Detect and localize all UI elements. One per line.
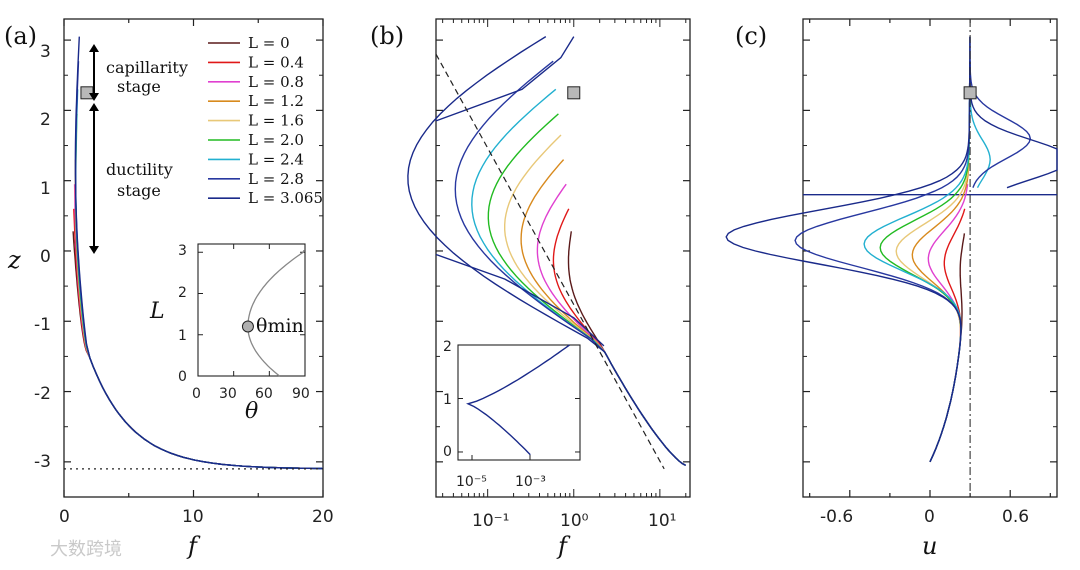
a-square-marker — [80, 86, 94, 100]
legend-label-6: L = 2.4 — [248, 150, 304, 168]
legend-label-3: L = 1.2 — [248, 92, 304, 110]
legend-label-4: L = 1.6 — [248, 112, 304, 130]
inset-b-curve — [466, 344, 570, 456]
theta-min-point — [241, 320, 254, 333]
panel-c-frame — [802, 18, 1058, 498]
a-ytick-3: 3 — [40, 42, 51, 62]
ductility-label-2: stage — [117, 181, 161, 200]
legend-label-0: L = 0 — [248, 34, 290, 52]
panel-a-xlabel: f — [186, 532, 201, 560]
panel-c-xlabel: u — [922, 532, 937, 560]
ductility-arrow-head-up — [89, 103, 99, 111]
c-bump-7 — [969, 61, 1032, 188]
a-ytick-m2: -2 — [34, 384, 51, 404]
inset-a-xtick-30: 30 — [219, 386, 237, 402]
legend-label-2: L = 0.8 — [248, 73, 304, 91]
b-inset-ytick-0: 0 — [443, 444, 452, 460]
capillarity-arrow-head-up — [89, 44, 99, 52]
c-square-marker — [963, 86, 977, 100]
inset-a-curve — [247, 250, 305, 377]
panel-a-ylabel: z — [7, 246, 21, 274]
theta-min-label: θmin — [256, 315, 304, 337]
inset-a-ytick-3: 3 — [178, 243, 187, 259]
a-xtick-0: 0 — [59, 507, 70, 527]
a-curve-L3065 — [74, 36, 323, 470]
legend-label-1: L = 0.4 — [248, 53, 304, 71]
b-inset-ytick-2: 2 — [443, 339, 452, 355]
b-xtick-10: 10¹ — [648, 511, 676, 531]
b-outer-lower — [435, 253, 605, 347]
b-xtick-1: 10⁰ — [560, 511, 589, 531]
c-xtick-m0.6: -0.6 — [820, 507, 853, 527]
legend-label-7: L = 2.8 — [248, 170, 304, 188]
b-xtick-0.1: 10⁻¹ — [472, 511, 509, 531]
a-xtick-20: 20 — [312, 507, 334, 527]
capillarity-label-2: stage — [117, 77, 161, 96]
a-ytick-m3: -3 — [34, 452, 51, 472]
watermark-text: 大数跨境 — [50, 539, 122, 560]
capillarity-label-1: capillarity — [106, 58, 188, 77]
inset-a-ylabel: L — [149, 299, 165, 324]
ductility-label-1: ductility — [106, 160, 173, 179]
a-xtick-10: 10 — [182, 507, 204, 527]
inset-b-frame — [457, 344, 581, 461]
c-curve-5 — [879, 113, 971, 463]
b-inset-xtick-1e-3: 10⁻³ — [515, 474, 546, 490]
c-xtick-0.6: 0.6 — [1002, 507, 1029, 527]
c-bump-8 — [969, 36, 1058, 189]
inset-a-ytick-0: 0 — [178, 369, 187, 385]
b-inset-ytick-1: 1 — [443, 392, 452, 408]
c-xtick-0: 0 — [924, 507, 935, 527]
legend-label-5: L = 2.0 — [248, 131, 304, 149]
capillarity-arrow-head-down — [89, 93, 99, 101]
a-ytick-0: 0 — [40, 247, 51, 267]
ductility-arrow-head-down — [89, 246, 99, 254]
a-ytick-2: 2 — [40, 110, 51, 130]
inset-a-xtick-0: 0 — [192, 386, 201, 402]
c-curve-3 — [911, 159, 970, 463]
legend-label-8: L = 3.065 — [248, 189, 323, 207]
a-ytick-m1: -1 — [34, 315, 51, 335]
panel-a-label: (a) — [4, 22, 37, 50]
panel-b-frame — [435, 18, 691, 498]
b-inset-xtick-1e-5: 10⁻⁵ — [456, 474, 487, 490]
b-curve-0 — [567, 231, 687, 467]
b-curve-8 — [407, 36, 687, 467]
panel-c-label: (c) — [735, 22, 767, 50]
a-ytick-1: 1 — [40, 179, 51, 199]
b-outer-upper — [435, 36, 575, 122]
inset-a-xtick-90: 90 — [292, 386, 310, 402]
c-bump-6 — [969, 89, 991, 189]
inset-a-ytick-2: 2 — [178, 285, 187, 301]
b-dashed-line — [435, 53, 665, 470]
inset-a-ytick-1: 1 — [178, 328, 187, 344]
panel-b-label: (b) — [370, 22, 404, 50]
panel-b-xlabel: f — [556, 532, 571, 560]
inset-a-xlabel: θ — [245, 399, 258, 424]
b-square-marker — [567, 86, 581, 100]
inset-a-frame — [197, 243, 306, 377]
c-curve-8 — [725, 36, 971, 463]
c-curve-1 — [929, 208, 966, 463]
inset-a-xtick-60: 60 — [255, 386, 273, 402]
